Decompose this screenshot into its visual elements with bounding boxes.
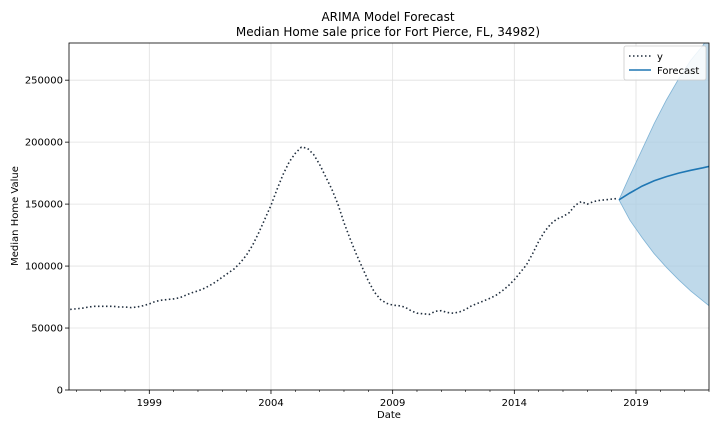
chart-title: ARIMA Model Forecast [321, 10, 454, 24]
plot-frame [68, 42, 710, 391]
y-axis: 0 50000 100000 150000 200000 250000 [25, 76, 69, 397]
y-tick-label: 0 [57, 386, 63, 397]
x-tick-label: 1999 [137, 398, 162, 409]
x-tick-label: 2004 [258, 398, 283, 409]
x-tick-label: 2014 [502, 398, 527, 409]
legend: y Forecast [623, 45, 707, 81]
x-tick-label: 2009 [380, 398, 405, 409]
legend-y-label: y [657, 52, 663, 63]
legend-forecast-label: Forecast [657, 66, 699, 77]
y-tick-label: 150000 [25, 200, 63, 211]
y-tick-label: 250000 [25, 76, 63, 87]
series-lines [70, 146, 709, 316]
grid-lines [69, 43, 709, 391]
y-tick-label: 200000 [25, 138, 63, 149]
legend-box [623, 45, 707, 81]
x-axis: 1999 2004 2009 2014 2019 [76, 390, 710, 409]
x-tick-label: 2019 [623, 398, 648, 409]
forecast-confidence-band [618, 43, 709, 307]
x-axis-label: Date [377, 410, 401, 421]
forecast-series-line [618, 165, 709, 201]
confidence-band [618, 43, 709, 307]
y-tick-label: 50000 [31, 324, 63, 335]
chart-subtitle: Median Home sale price for Fort Pierce, … [236, 25, 540, 39]
y-axis-label: Median Home Value [10, 166, 21, 266]
y-tick-label: 100000 [25, 262, 63, 273]
observed-series-line [70, 146, 618, 316]
